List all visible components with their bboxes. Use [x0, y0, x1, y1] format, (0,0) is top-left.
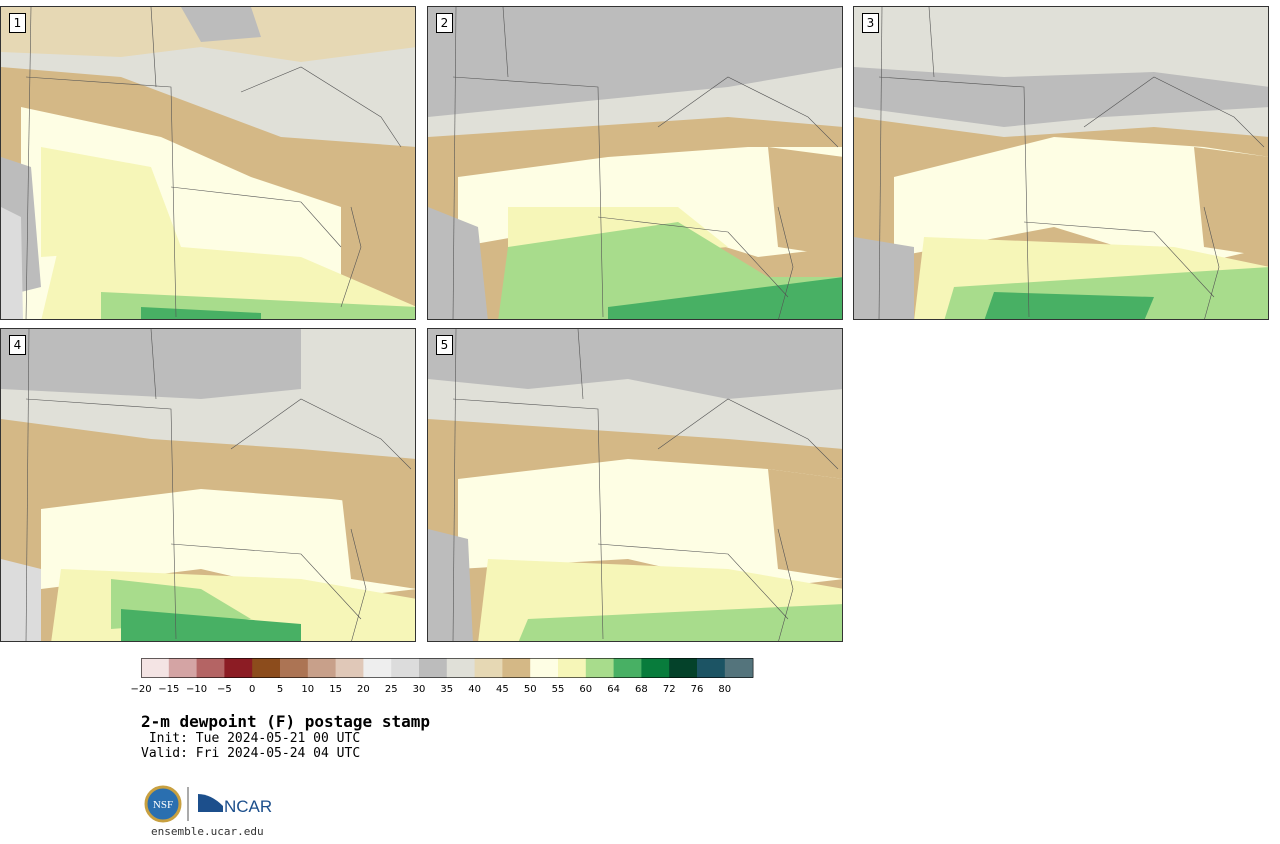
colorbar-swatch — [168, 658, 198, 678]
map-panel-5: 5 — [427, 328, 843, 642]
map-panel-2: 2 — [427, 6, 843, 320]
colorbar-swatch — [558, 658, 587, 678]
colorbar-swatch — [530, 658, 559, 678]
colorbar-tick-label: −5 — [217, 684, 232, 695]
panel-number: 4 — [9, 335, 26, 355]
colorbar-swatch — [307, 658, 337, 678]
ncar-logo-text: NCAR — [224, 797, 272, 816]
colorbar-tick-label: −15 — [158, 684, 179, 695]
colorbar-swatch — [419, 658, 448, 678]
colorbar-swatch — [280, 658, 309, 678]
dewpoint-map-2 — [428, 7, 842, 319]
init-time: Init: Tue 2024-05-21 00 UTC — [141, 731, 361, 746]
ncar-logo: NCAR — [198, 794, 272, 816]
colorbar-swatch — [585, 658, 615, 678]
colorbar-tick-label: 25 — [385, 684, 398, 695]
colorbar-tick-label: 20 — [357, 684, 370, 695]
colorbar-tick-label: 35 — [440, 684, 453, 695]
colorbar-tick-label: 76 — [691, 684, 704, 695]
colorbar-tick-label: 55 — [552, 684, 565, 695]
colorbar-tick-label: −20 — [131, 684, 152, 695]
colorbar-tick-label: 72 — [663, 684, 676, 695]
panel-number: 1 — [9, 13, 26, 33]
valid-time: Valid: Fri 2024-05-24 04 UTC — [141, 746, 361, 761]
site-url: ensemble.ucar.edu — [151, 825, 264, 838]
title-block: 2-m dewpoint (F) postage stamp Init: Tue… — [141, 712, 430, 761]
logos: NSF NCAR — [144, 785, 272, 823]
colorbar-swatch — [641, 658, 670, 678]
colorbar-tick-label: 40 — [468, 684, 481, 695]
nsf-logo: NSF — [144, 785, 182, 823]
colorbar-swatch — [141, 658, 170, 678]
colorbar-tick-label: 80 — [718, 684, 731, 695]
colorbar-swatch — [446, 658, 476, 678]
colorbar-swatch — [252, 658, 281, 678]
dewpoint-map-5 — [428, 329, 842, 641]
panel-number: 3 — [862, 13, 879, 33]
colorbar-tick-label: 60 — [579, 684, 592, 695]
colorbar-swatch — [474, 658, 503, 678]
map-title: 2-m dewpoint (F) postage stamp — [141, 712, 430, 731]
colorbar-swatch — [502, 658, 531, 678]
colorbar-tick-label: 68 — [635, 684, 648, 695]
map-panel-1: 1 — [0, 6, 416, 320]
colorbar-tick-label: 5 — [277, 684, 283, 695]
colorbar-swatch — [363, 658, 392, 678]
dewpoint-map-4 — [1, 329, 415, 641]
colorbar-swatch — [613, 658, 642, 678]
colorbar-outline — [141, 658, 754, 678]
colorbar-tick-label: 50 — [524, 684, 537, 695]
colorbar-tick-label: 10 — [301, 684, 314, 695]
colorbar-swatch — [391, 658, 420, 678]
panel-number: 2 — [436, 13, 453, 33]
colorbar-tick-label: −10 — [186, 684, 207, 695]
colorbar-tick-label: 64 — [607, 684, 620, 695]
panel-number: 5 — [436, 335, 453, 355]
colorbar-tick-label: 30 — [413, 684, 426, 695]
colorbar-swatch — [224, 658, 253, 678]
colorbar-tick-label: 15 — [329, 684, 342, 695]
colorbar-swatch — [697, 658, 726, 678]
colorbar-swatch — [335, 658, 364, 678]
map-panel-4: 4 — [0, 328, 416, 642]
map-panel-3: 3 — [853, 6, 1269, 320]
colorbar: −20 −15 −10 −5 0 5 10 15 20 25 30 35 40 45 50 55 60 64 68 7… — [131, 658, 754, 695]
colorbar-swatch — [669, 658, 698, 678]
colorbar-tick-label: 0 — [249, 684, 255, 695]
nsf-logo-text: NSF — [153, 799, 173, 811]
colorbar-swatch — [724, 658, 754, 678]
colorbar-swatch — [196, 658, 225, 678]
dewpoint-map-3 — [854, 7, 1268, 319]
dewpoint-map-1 — [1, 7, 415, 319]
colorbar-tick-label: 45 — [496, 684, 509, 695]
